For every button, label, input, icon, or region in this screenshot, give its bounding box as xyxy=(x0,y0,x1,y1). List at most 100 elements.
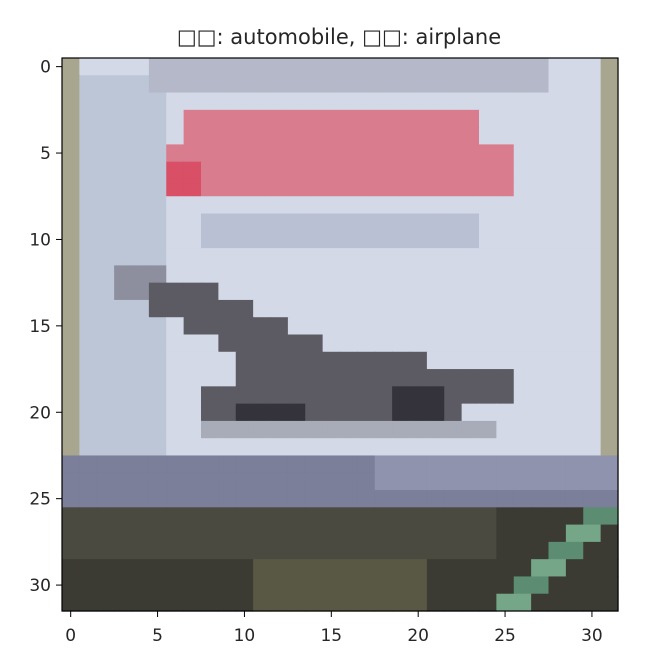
pixel-cell xyxy=(496,420,515,439)
pixel-cell xyxy=(548,403,567,422)
pixel-cell xyxy=(565,403,584,422)
pixel-cell xyxy=(461,299,480,318)
pixel-cell xyxy=(235,299,254,318)
pixel-cell xyxy=(392,541,411,560)
pixel-cell xyxy=(62,472,80,491)
pixel-cell xyxy=(201,92,219,111)
pixel-cell xyxy=(583,593,602,612)
pixel-cell xyxy=(583,109,602,128)
pixel-cell xyxy=(496,299,515,318)
pixel-cell xyxy=(131,248,150,266)
pixel-cell xyxy=(548,196,567,215)
pixel-cell xyxy=(322,369,341,387)
pixel-cell xyxy=(392,524,411,543)
pixel-cell xyxy=(548,386,567,405)
pixel-cell xyxy=(322,127,341,146)
pixel-cell xyxy=(62,593,80,612)
pixel-cell xyxy=(340,420,358,439)
pixel-cell xyxy=(513,282,532,301)
pixel-cell xyxy=(235,490,254,508)
pixel-cell xyxy=(479,559,497,578)
y-tick-label: 30 xyxy=(29,576,51,596)
pixel-cell xyxy=(513,196,532,215)
pixel-cell xyxy=(114,438,133,457)
pixel-cell xyxy=(392,593,411,612)
pixel-cell xyxy=(392,178,411,197)
pixel-cell xyxy=(62,559,80,578)
pixel-cell xyxy=(218,75,237,94)
pixel-cell xyxy=(392,282,411,301)
pixel-cell xyxy=(305,144,324,163)
pixel-cell xyxy=(461,127,480,146)
pixel-cell xyxy=(444,248,463,266)
pixel-cell xyxy=(114,144,133,163)
pixel-cell xyxy=(548,541,567,560)
pixel-cell xyxy=(444,524,463,543)
pixel-cell xyxy=(131,455,150,474)
pixel-cell xyxy=(235,334,254,353)
pixel-cell xyxy=(565,127,584,146)
pixel-cell xyxy=(79,196,98,215)
pixel-cell xyxy=(253,213,272,232)
pixel-cell xyxy=(409,230,428,249)
pixel-cell xyxy=(287,196,306,215)
pixel-cell xyxy=(531,351,550,370)
pixel-cell xyxy=(201,490,219,508)
pixel-cell xyxy=(114,455,133,474)
pixel-cell xyxy=(322,351,341,370)
pixel-cell xyxy=(392,403,411,422)
pixel-cell xyxy=(531,438,550,457)
pixel-cell xyxy=(531,576,550,595)
x-tick-label: 5 xyxy=(152,626,163,646)
pixel-cell xyxy=(201,213,219,232)
pixel-cell xyxy=(374,541,393,560)
pixel-cell xyxy=(305,317,324,336)
pixel-cell xyxy=(96,178,115,197)
pixel-cell xyxy=(96,248,115,266)
pixel-cell xyxy=(114,127,133,146)
pixel-cell xyxy=(166,351,185,370)
pixel-cell xyxy=(392,213,411,232)
pixel-cell xyxy=(148,524,167,543)
pixel-cell xyxy=(461,334,480,353)
pixel-cell xyxy=(114,75,133,94)
pixel-cell xyxy=(62,403,80,422)
pixel-cell xyxy=(513,351,532,370)
pixel-cell xyxy=(270,265,289,284)
pixel-cell xyxy=(235,196,254,215)
pixel-cell xyxy=(444,334,463,353)
pixel-cell xyxy=(392,317,411,336)
pixel-cell xyxy=(496,265,515,284)
pixel-cell xyxy=(305,265,324,284)
pixel-cell xyxy=(131,351,150,370)
pixel-cell xyxy=(287,127,306,146)
pixel-cell xyxy=(148,576,167,595)
pixel-cell xyxy=(444,75,463,94)
pixel-cell xyxy=(114,196,133,215)
pixel-cell xyxy=(548,299,567,318)
pixel-cell xyxy=(235,403,254,422)
pixel-cell xyxy=(305,386,324,405)
pixel-cell xyxy=(114,420,133,439)
pixel-cell xyxy=(496,490,515,508)
pixel-cell xyxy=(357,317,376,336)
pixel-cell xyxy=(287,593,306,612)
pixel-cell xyxy=(513,472,532,491)
pixel-cell xyxy=(79,161,98,180)
pixel-cell xyxy=(340,472,358,491)
pixel-cell xyxy=(62,455,80,474)
pixel-cell xyxy=(583,265,602,284)
pixel-cell xyxy=(513,161,532,180)
pixel-cell xyxy=(357,109,376,128)
pixel-cell xyxy=(600,490,619,508)
pixel-cell xyxy=(583,334,602,353)
pixel-cell xyxy=(479,351,497,370)
pixel-cell xyxy=(565,248,584,266)
pixel-cell xyxy=(374,593,393,612)
pixel-cell xyxy=(79,576,98,595)
pixel-cell xyxy=(496,196,515,215)
pixel-cell xyxy=(565,541,584,560)
pixel-cell xyxy=(218,472,237,491)
pixel-cell xyxy=(270,559,289,578)
pixel-cell xyxy=(114,161,133,180)
